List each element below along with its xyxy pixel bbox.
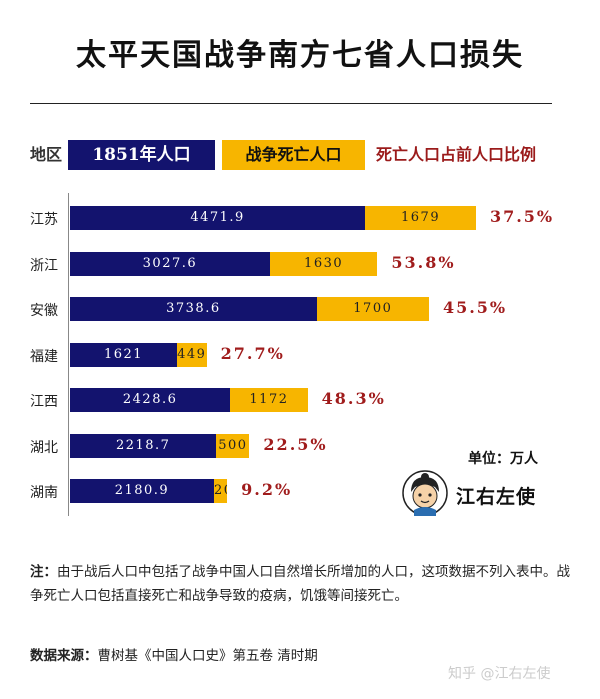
- unit-label: 单位：万人: [468, 451, 538, 467]
- ratio-label: 37.5%: [489, 207, 555, 226]
- region-label: 湖南: [30, 485, 58, 501]
- population-bar: 3027.6: [70, 251, 270, 276]
- header-region: 地区: [30, 145, 63, 164]
- footnote-text: 由于战后人口中包括了战争中国人口自然增长所增加的人口，这项数据不列入表中。战争死…: [30, 564, 570, 604]
- population-bar: 2218.7: [70, 433, 217, 458]
- footnote-label: 注：: [30, 564, 57, 580]
- region-label: 湖北: [30, 439, 58, 456]
- region-label: 安徽: [30, 303, 58, 319]
- deaths-bar: 200: [213, 479, 228, 503]
- chart-title: 太平天国战争南方七省人口损失: [76, 38, 524, 73]
- footnote: 注：由于战后人口中包括了战争中国人口自然增长所增加的人口，这项数据不列入表中。战…: [30, 560, 570, 608]
- region-label: 江苏: [30, 212, 58, 228]
- deaths-bar: 1700: [316, 297, 429, 321]
- population-bar: 4471.9: [70, 206, 366, 230]
- deaths-bar: 449: [176, 342, 207, 367]
- title-divider: [30, 103, 552, 104]
- data-source-label: 数据来源：: [30, 648, 98, 664]
- header-population: 1851年人口: [68, 140, 215, 170]
- ratio-label: 48.3%: [321, 389, 386, 408]
- population-bar: 2428.6: [70, 388, 231, 412]
- ratio-label: 27.7%: [220, 343, 285, 363]
- population-bar: 1621: [70, 342, 177, 367]
- deaths-bar: 1630: [269, 251, 378, 276]
- data-source-text: 曹树基《中国人口史》第五卷 清时期: [97, 648, 318, 664]
- header-ratio: 死亡人口占前人口比例: [376, 145, 537, 164]
- brand-name: 江右左使: [456, 486, 537, 508]
- region-label: 福建: [30, 348, 58, 365]
- watermark: 知乎 @江右左使: [448, 666, 551, 682]
- ratio-label: 53.8%: [391, 252, 456, 272]
- avatar-icon: [402, 470, 448, 516]
- deaths-bar: 1679: [365, 206, 476, 230]
- data-source: 数据来源：曹树基《中国人口史》第五卷 清时期: [30, 644, 318, 664]
- deaths-bar: 500: [216, 433, 250, 458]
- deaths-bar: 1172: [230, 388, 308, 412]
- ratio-label: 45.5%: [442, 298, 508, 317]
- population-bar: 3738.6: [70, 297, 317, 321]
- header-deaths: 战争死亡人口: [222, 140, 365, 170]
- region-label: 浙江: [30, 257, 58, 274]
- region-label: 江西: [30, 394, 58, 410]
- population-bar: 2180.9: [70, 479, 214, 503]
- ratio-label: 22.5%: [263, 434, 328, 454]
- ratio-label: 9.2%: [241, 480, 293, 499]
- chart-axis-line: [68, 193, 69, 516]
